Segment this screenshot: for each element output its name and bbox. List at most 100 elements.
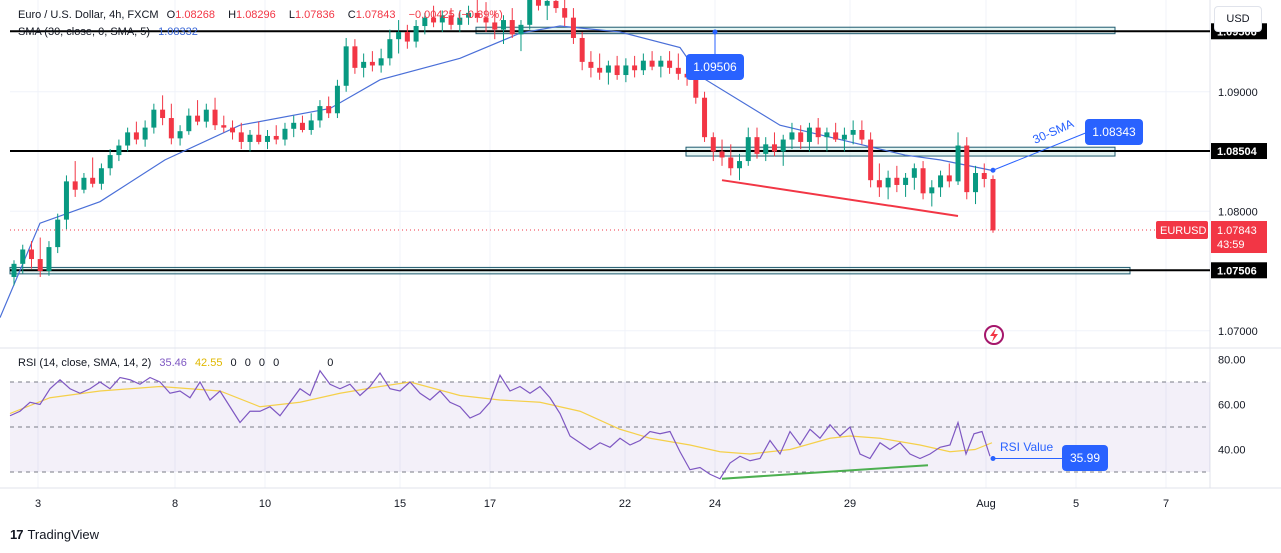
candle-body [868,139,874,181]
lightning-bolt-icon [990,328,998,342]
candle-body [614,65,620,76]
candle-2 [28,241,34,269]
rsi-callout-dot [990,456,996,461]
candle-9 [90,157,96,188]
rsi-extra-4: 0 [327,357,334,369]
candle-27 [247,129,253,152]
candle-52 [466,5,472,25]
x-tick-1: 8 [172,498,178,510]
sma-30-path [0,25,994,318]
candle-body [737,161,743,169]
candle-42 [378,48,384,73]
candle-25 [230,120,236,140]
candles[interactable] [11,0,996,286]
sma-callout-stem [992,131,1089,171]
high-callout-box [686,54,744,80]
candle-body [859,129,865,140]
candle-body [675,67,681,74]
candle-59 [527,0,533,30]
candle-108 [955,132,961,185]
candle-body [256,134,262,142]
candle-body [264,135,270,142]
candle-73 [649,51,655,71]
rsi-pane[interactable] [9,369,1210,480]
candle-58 [518,20,524,52]
candle-body [562,8,568,18]
candle-56 [501,15,506,44]
candle-body [37,259,43,271]
candle-body [719,151,725,158]
candle-body [46,247,52,271]
candle-body [780,139,786,152]
candle-body [588,61,594,68]
candle-4 [46,241,52,276]
candle-71 [632,55,638,78]
candle-93 [824,127,830,152]
candle-39 [352,39,358,74]
rsi-callout-box [1062,445,1108,471]
candle-body [378,58,384,66]
symbol-tag-box [1156,221,1208,240]
candle-49 [439,10,445,32]
candle-body [247,134,253,142]
tradingview-brand[interactable]: 17 TradingView [10,527,99,542]
high-callout-text: 1.09506 [693,60,737,74]
grid [0,0,1281,489]
rsi-y-tick-2: 80.00 [1218,355,1246,367]
legend-sma: SMA (30, close, 0, SMA, 5) 1.08332 [18,26,203,38]
candle-body [326,106,332,114]
candle-83 [737,153,743,181]
x-tick-8: Aug [976,498,996,510]
candle-body [168,118,174,139]
candle-body [815,127,821,138]
candle-body [343,46,349,86]
level-label-text-2: 1.07506 [1217,265,1257,277]
candle-body [946,175,952,182]
candle-1 [20,244,26,274]
currency-button[interactable]: USD [1214,6,1262,32]
rsi-extra-3: 0 [273,357,280,369]
candle-13 [125,127,131,152]
sma-callout-dot [990,167,996,173]
candle-85 [754,127,760,159]
candle-body [710,137,716,152]
candle-41 [369,51,375,72]
candle-body [841,134,847,140]
candle-110 [973,165,979,205]
low-label: L [288,9,295,21]
candle-11 [107,149,113,176]
x-tick-2: 10 [259,498,271,510]
candle-body [273,135,279,140]
candle-14 [133,121,139,145]
rsi-ma-value: 42.55 [194,357,223,369]
candle-36 [326,96,332,119]
last-price-text: 1.07843 [1217,225,1257,237]
candle-57 [509,8,515,38]
candle-body [142,127,148,140]
brand-name: TradingView [27,527,100,542]
candle-body [369,61,375,66]
candle-body [605,65,611,73]
sma-30-line [0,25,994,318]
candle-33 [299,115,305,133]
candle-7 [72,161,78,197]
candle-body [911,168,917,178]
candle-76 [675,53,681,80]
rsi-extra-1: 0 [244,357,251,369]
level-label-text-1: 1.08504 [1217,146,1258,158]
candle-63 [562,0,568,27]
sma-value: 1.08332 [158,26,198,38]
candle-18 [168,103,174,145]
candle-body [492,22,498,30]
candle-24 [221,115,227,133]
candle-body [361,61,367,68]
candle-19 [177,125,183,146]
candle-body [299,122,305,130]
candle-body [72,181,78,190]
candle-22 [203,103,209,128]
legend-rsi: RSI (14, close, SMA, 14, 2) 35.46 42.55 … [18,357,338,369]
candle-20 [186,108,192,135]
candle-body [151,109,157,128]
candle-body [824,132,830,138]
